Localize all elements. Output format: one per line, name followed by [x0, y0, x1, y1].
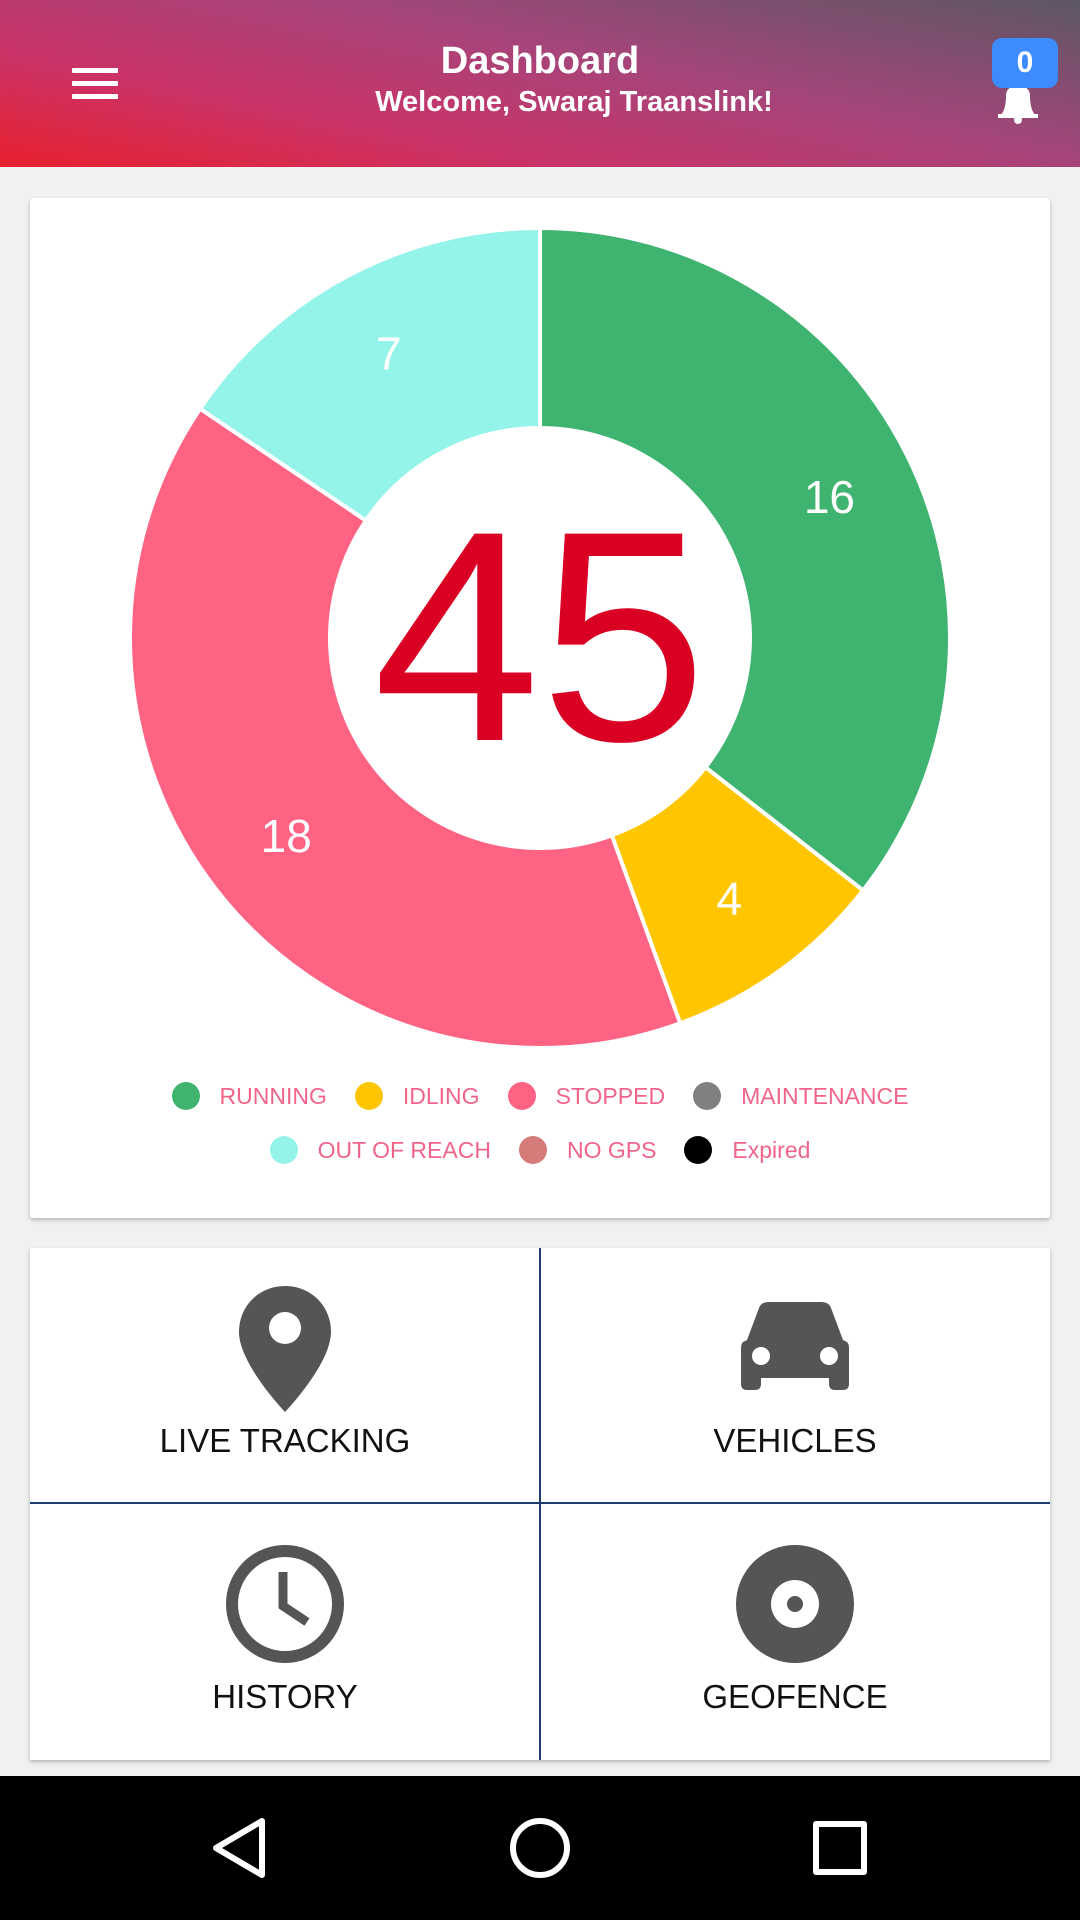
legend-label: STOPPED: [555, 1082, 666, 1109]
history-label: HISTORY: [212, 1678, 358, 1715]
history-button[interactable]: HISTORY: [30, 1504, 540, 1760]
target-icon: [736, 1545, 854, 1663]
donut-slice-value-label: 4: [716, 873, 742, 925]
legend-item-stopped[interactable]: STOPPED: [507, 1082, 666, 1110]
donut-slice-value-label: 16: [804, 471, 855, 523]
grid-divider-vertical: [539, 1248, 541, 1760]
vehicle-status-chart-card: 16 4 18 7 45 RUNNING IDLING STOPPED MAINTENANCE…: [30, 198, 1050, 1218]
legend-color-dot: [518, 1136, 547, 1164]
legend-color-dot: [269, 1136, 298, 1164]
welcome-text: Welcome, Swaraj Traanslink!: [375, 86, 773, 118]
legend-item-no-gps[interactable]: NO GPS: [518, 1136, 657, 1164]
hamburger-icon: [58, 68, 138, 99]
donut-slice-value-label: 18: [261, 810, 312, 862]
page-title: Dashboard: [440, 40, 640, 82]
circle-home-icon: [510, 1818, 570, 1878]
nav-home-button[interactable]: [460, 1776, 620, 1920]
legend-label: Expired: [732, 1136, 811, 1163]
vehicles-label: VEHICLES: [713, 1422, 877, 1459]
legend-item-idling[interactable]: IDLING: [354, 1082, 480, 1110]
donut-slice-running[interactable]: [538, 225, 952, 894]
feature-menu-grid: LIVE TRACKING VEHICLES HISTORY GEOFENCE: [30, 1248, 1050, 1760]
legend-label: NO GPS: [566, 1136, 657, 1163]
legend-color-dot: [693, 1082, 722, 1110]
car-icon: [741, 1302, 849, 1390]
donut-slice-value-label: 7: [376, 328, 402, 380]
legend-color-dot: [507, 1082, 536, 1110]
donut-slice-stopped[interactable]: [128, 405, 683, 1050]
chart-legend-row-1: RUNNING IDLING STOPPED MAINTENANCE: [30, 1082, 1050, 1110]
legend-item-expired[interactable]: Expired: [684, 1136, 810, 1164]
system-navigation-bar: [0, 1776, 1080, 1920]
legend-label: RUNNING: [219, 1082, 327, 1109]
nav-recents-button[interactable]: [760, 1776, 920, 1920]
legend-label: OUT OF REACH: [317, 1136, 491, 1163]
geofence-button[interactable]: GEOFENCE: [540, 1504, 1050, 1760]
bell-icon: [998, 86, 1038, 124]
app-header: Dashboard Welcome, Swaraj Traanslink! 0: [0, 0, 1080, 167]
legend-color-dot: [354, 1082, 383, 1110]
legend-color-dot: [684, 1136, 713, 1164]
live-tracking-label: LIVE TRACKING: [159, 1422, 411, 1459]
chart-legend-row-2: OUT OF REACH NO GPS Expired: [30, 1136, 1050, 1164]
legend-label: IDLING: [402, 1082, 480, 1109]
legend-item-running[interactable]: RUNNING: [171, 1082, 327, 1110]
vehicles-button[interactable]: VEHICLES: [540, 1248, 1050, 1504]
notification-count-badge: 0: [992, 38, 1058, 88]
nav-back-button[interactable]: [160, 1776, 320, 1920]
total-vehicles-count: 45: [373, 468, 707, 804]
menu-button[interactable]: [58, 56, 138, 116]
geofence-label: GEOFENCE: [702, 1678, 888, 1715]
legend-item-maintenance[interactable]: MAINTENANCE: [693, 1082, 908, 1110]
clock-icon: [226, 1545, 344, 1663]
legend-item-out-of-reach[interactable]: OUT OF REACH: [269, 1136, 491, 1164]
legend-label: MAINTENANCE: [741, 1082, 909, 1109]
square-recents-icon: [813, 1821, 867, 1875]
donut-slice-out-of-reach[interactable]: [197, 225, 542, 524]
map-pin-icon: [239, 1286, 331, 1412]
vehicle-status-donut-chart[interactable]: 16 4 18 7 45: [30, 198, 1050, 1058]
grid-divider-horizontal: [30, 1502, 1050, 1504]
live-tracking-button[interactable]: LIVE TRACKING: [30, 1248, 540, 1504]
notifications-button[interactable]: 0: [984, 34, 1060, 130]
legend-color-dot: [171, 1082, 200, 1110]
triangle-back-icon: [213, 1818, 265, 1878]
